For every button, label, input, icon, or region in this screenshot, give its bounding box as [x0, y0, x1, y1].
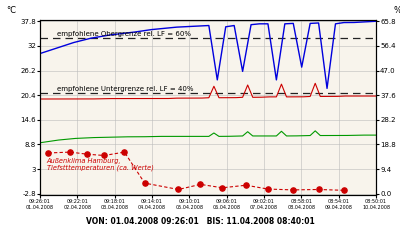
Point	[197, 182, 204, 186]
Point	[290, 188, 296, 192]
Point	[219, 186, 226, 190]
Point	[121, 150, 128, 154]
Point	[101, 154, 107, 158]
Text: VON: 01.04.2008 09:26:01   BIS: 11.04.2008 08:40:01: VON: 01.04.2008 09:26:01 BIS: 11.04.2008…	[86, 217, 314, 226]
Point	[315, 188, 322, 192]
Text: Außenklima Hamburg,: Außenklima Hamburg,	[47, 158, 121, 164]
Point	[142, 181, 148, 185]
Text: empfohlene Obergrenze rel. LF = 60%: empfohlene Obergrenze rel. LF = 60%	[57, 30, 191, 36]
Point	[175, 188, 182, 192]
Text: °C: °C	[6, 6, 16, 15]
Point	[67, 150, 74, 154]
Point	[84, 152, 90, 156]
Text: %rF: %rF	[393, 6, 400, 15]
Point	[243, 183, 249, 187]
Point	[45, 151, 52, 155]
Text: empfohlene Untergrenze rel. LF = 40%: empfohlene Untergrenze rel. LF = 40%	[57, 86, 193, 92]
Point	[265, 187, 271, 191]
Text: Tiefstttemperaturen (ca. Werte): Tiefstttemperaturen (ca. Werte)	[47, 165, 154, 172]
Point	[341, 188, 347, 192]
